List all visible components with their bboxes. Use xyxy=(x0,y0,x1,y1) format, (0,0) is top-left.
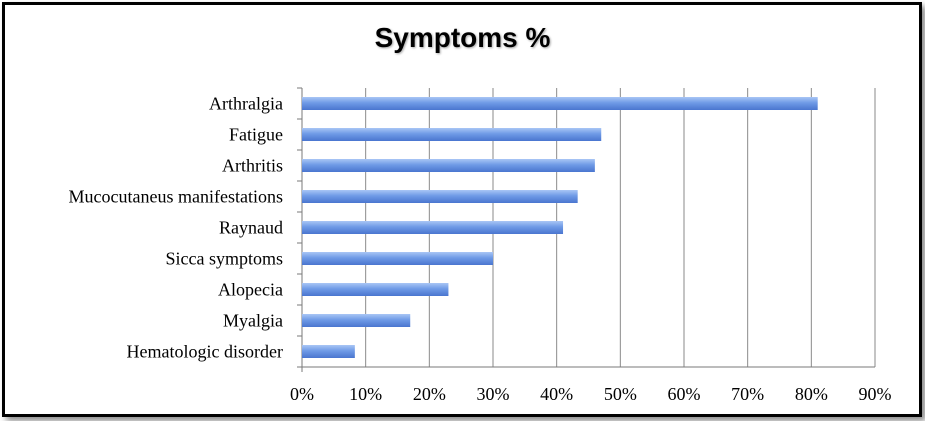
x-tick-label: 50% xyxy=(604,384,637,404)
x-tick-label: 10% xyxy=(349,384,382,404)
x-tick-label: 90% xyxy=(859,384,892,404)
bar xyxy=(302,159,595,172)
bar xyxy=(302,252,493,265)
bar xyxy=(302,97,818,110)
category-label: Hematologic disorder xyxy=(127,342,283,362)
x-tick-label: 0% xyxy=(290,384,314,404)
category-label: Raynaud xyxy=(219,218,283,238)
category-label: Mucocutaneus manifestations xyxy=(69,187,283,207)
bars xyxy=(302,97,818,358)
bar xyxy=(302,345,355,358)
x-tick-label: 20% xyxy=(413,384,446,404)
category-label: Fatigue xyxy=(229,125,283,145)
category-label: Arthritis xyxy=(222,156,283,176)
chart-title: Symptoms % xyxy=(374,22,551,53)
bar xyxy=(302,128,602,141)
x-tick-label: 30% xyxy=(477,384,510,404)
bar xyxy=(302,190,578,203)
bar xyxy=(302,314,411,327)
x-tick-labels: 0% 10% 20% 30% 40% 50% 60% 70% 80% 90% xyxy=(290,384,892,404)
grid-lines xyxy=(297,87,876,372)
category-label: Myalgia xyxy=(223,311,283,331)
bar xyxy=(302,283,449,296)
category-labels: Arthralgia Fatigue Arthritis Mucocutaneus m… xyxy=(69,94,283,362)
category-label: Sicca symptoms xyxy=(166,249,284,269)
category-label: Arthralgia xyxy=(209,94,283,114)
x-tick-label: 80% xyxy=(795,384,828,404)
category-label: Alopecia xyxy=(218,280,283,300)
bar xyxy=(302,221,564,234)
x-tick-label: 70% xyxy=(731,384,764,404)
x-tick-label: 60% xyxy=(668,384,701,404)
x-tick-label: 40% xyxy=(540,384,573,404)
